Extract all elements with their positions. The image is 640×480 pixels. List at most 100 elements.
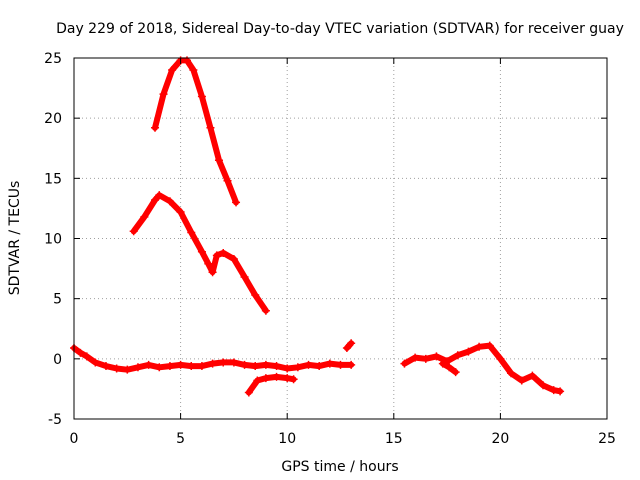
data-point [293,363,302,372]
data-point [123,365,132,374]
data-point [223,176,232,185]
data-point [400,359,409,368]
data-point [189,66,198,75]
series-line [130,192,269,314]
data-point [272,362,281,371]
data-point [219,358,228,367]
data-point [253,376,262,385]
data-point [208,268,217,277]
data-point [272,372,281,381]
data-point [240,273,249,282]
data-point [464,347,473,356]
data-point [261,360,270,369]
data-point [214,156,223,165]
data-point [549,386,558,395]
data-point [342,344,351,353]
data-point [151,123,160,132]
data-point [244,388,253,397]
x-tick-label: 5 [176,431,185,447]
data-point [336,360,345,369]
series-line [401,342,564,395]
y-tick-label: 10 [44,232,62,248]
series-arc-mid [129,191,270,315]
data-point [485,341,494,350]
y-tick-labels: -5 0 5 10 15 20 25 [44,51,62,428]
data-point [101,362,110,371]
data-point [325,359,334,368]
data-point [187,362,196,371]
data-point [155,191,164,200]
data-point [197,247,206,256]
data-point [208,359,217,368]
series-isolated [342,339,356,353]
x-tick-label: 15 [385,431,403,447]
data-point [283,374,292,383]
data-point [496,354,505,363]
data-point [261,374,270,383]
data-point [219,248,228,257]
data-point [82,352,91,361]
x-tick-label: 20 [491,431,509,447]
data-point [289,375,298,384]
x-tick-label: 0 [70,431,79,447]
data-point [155,363,164,372]
data-point [475,342,484,351]
data-point [168,66,177,75]
data-point [261,306,270,315]
data-point [76,348,85,357]
data-point [197,362,206,371]
data-point [304,360,313,369]
y-tick-label: 25 [44,51,62,67]
y-tick-label: 5 [53,292,62,308]
data-point [315,362,324,371]
data-point [206,123,215,132]
y-tick-label: -5 [48,412,62,428]
data-point [144,360,153,369]
data-point [539,381,548,390]
data-point [229,358,238,367]
data-point [133,363,142,372]
data-point [240,360,249,369]
series-small-dip [438,359,460,377]
data-point [347,360,356,369]
data-point [451,368,460,377]
data-point [445,363,454,372]
data-point [140,212,149,221]
series-near-zero-morning [70,344,356,374]
data-point [411,353,420,362]
series-dip-short [244,372,298,397]
data-point [232,198,241,207]
data-point [151,195,160,204]
data-point [453,351,462,360]
data-point [229,254,238,263]
data-point [432,352,441,361]
data-point [251,291,260,300]
data-point [507,369,516,378]
y-axis-title: SDTVAR / TECUs [7,181,23,296]
x-tick-label: 25 [598,431,616,447]
data-point [165,362,174,371]
y-tick-label: 15 [44,171,62,187]
data-point [91,358,100,367]
series-afternoon [400,341,565,396]
data-point [187,228,196,237]
data-point [421,354,430,363]
data-point [283,364,292,373]
series-line [71,345,355,373]
data-point [159,90,168,99]
data-point [129,227,138,236]
grid [74,58,607,419]
data-point [556,387,565,396]
chart-title: Day 229 of 2018, Sidereal Day-to-day VTE… [56,21,624,37]
data-point [176,208,185,217]
data-point [204,259,213,268]
x-tick-labels: 0 5 10 15 20 25 [70,431,616,447]
data-point [528,371,537,380]
data-point [165,197,174,206]
data-point [347,339,356,348]
data-point [212,251,221,260]
data-point [438,359,447,368]
x-tick-label: 10 [278,431,296,447]
data-point [251,362,260,371]
